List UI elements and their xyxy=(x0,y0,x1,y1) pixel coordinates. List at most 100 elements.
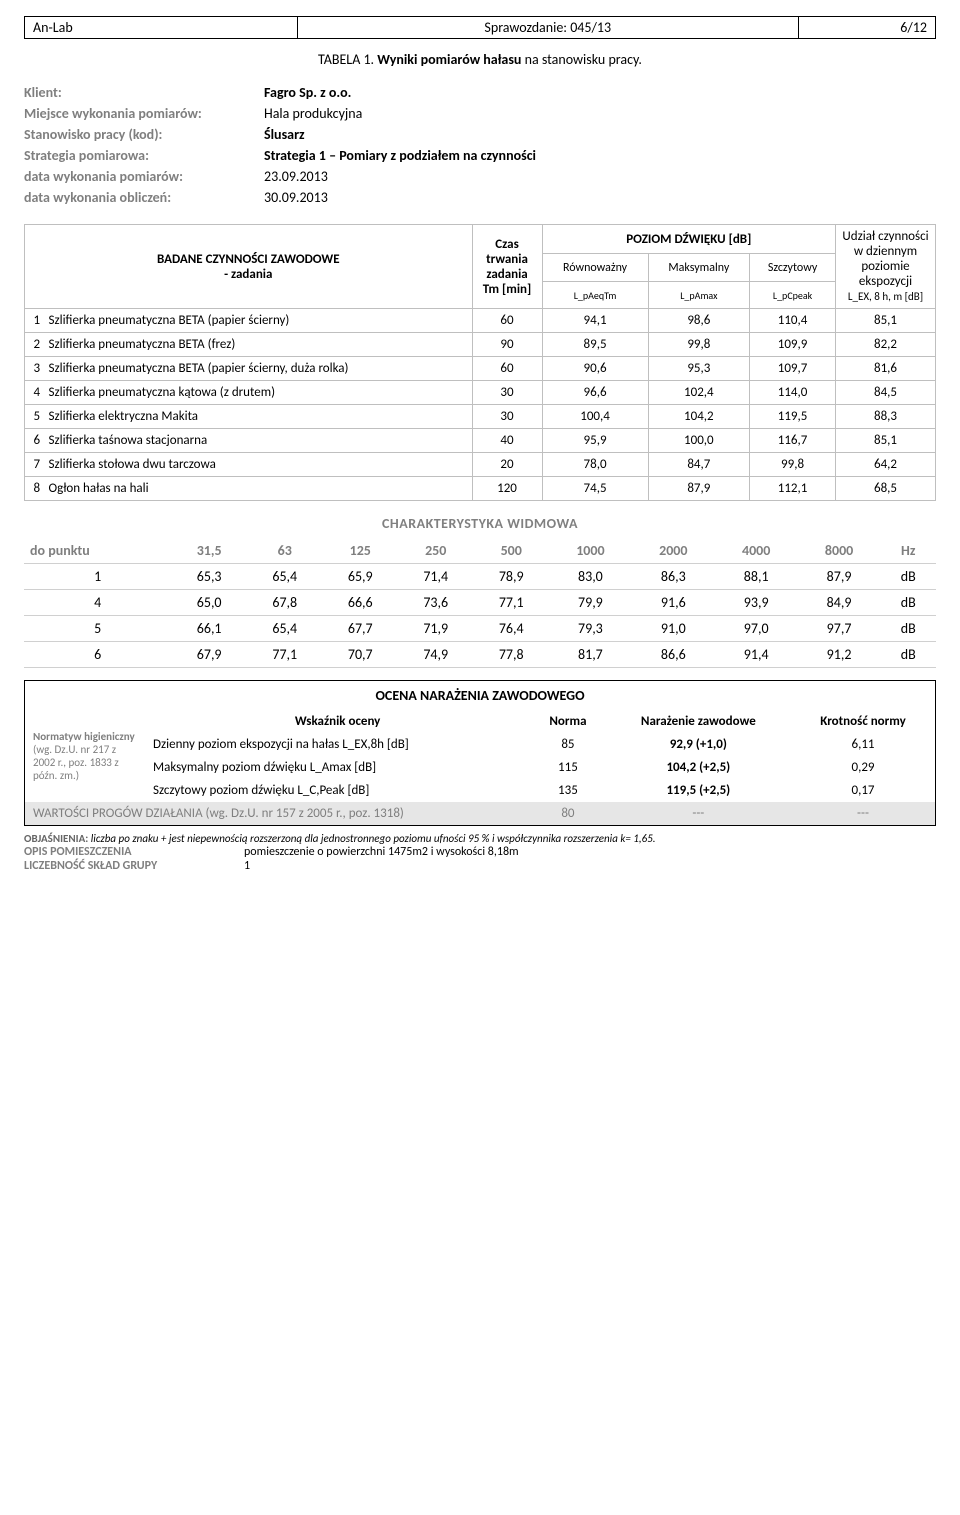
spectrum-val: 76,4 xyxy=(473,616,548,642)
obj-text: liczba po znaku + jest niepewnością rozs… xyxy=(88,832,655,845)
row-pk: 109,9 xyxy=(750,333,836,357)
row-task: Szlifierka pneumatyczna kątowa (z drutem… xyxy=(42,381,472,405)
spectrum-val: 86,3 xyxy=(632,564,715,590)
row-eq: 95,9 xyxy=(542,429,648,453)
table-row: 6Szlifierka taśnowa stacjonarna4095,9100… xyxy=(25,429,936,453)
row-tm: 30 xyxy=(472,381,542,405)
row-pk: 119,5 xyxy=(750,405,836,429)
table-row: 8Ogłon hałas na hali12074,587,9112,168,5 xyxy=(25,477,936,501)
spectrum-val: 84,9 xyxy=(798,590,881,616)
doc-header: An-Lab Sprawozdanie: 045/13 6/12 xyxy=(24,16,936,39)
ind-1: Maksymalny poziom dźwięku L_Amax [dB] xyxy=(145,756,530,779)
spectrum-val: 88,1 xyxy=(715,564,798,590)
row-task: Szlifierka pneumatyczna BETA (papier ści… xyxy=(42,309,472,333)
row-mx: 99,8 xyxy=(648,333,750,357)
row-eq: 90,6 xyxy=(542,357,648,381)
row-idx: 5 xyxy=(25,405,43,429)
row-idx: 1 xyxy=(25,309,43,333)
spectrum-val: 65,3 xyxy=(171,564,247,590)
table-row: 7Szlifierka stołowa dwu tarczowa2078,084… xyxy=(25,453,936,477)
table-row: 1Szlifierka pneumatyczna BETA (papier śc… xyxy=(25,309,936,333)
row-idx: 7 xyxy=(25,453,43,477)
row-sh: 85,1 xyxy=(836,309,936,333)
sub-peak: Szczytowy xyxy=(750,254,836,282)
spectrum-val: 83,0 xyxy=(549,564,632,590)
report-id: Sprawozdanie: 045/13 xyxy=(298,17,799,38)
k-1: 0,29 xyxy=(791,756,935,779)
row-task: Ogłon hałas na hali xyxy=(42,477,472,501)
row-sh: 88,3 xyxy=(836,405,936,429)
row-pk: 109,7 xyxy=(750,357,836,381)
row-pk: 112,1 xyxy=(750,477,836,501)
row-idx: 8 xyxy=(25,477,43,501)
sub-eq: Równoważny xyxy=(542,254,648,282)
sub-max-l: L_pAmax xyxy=(648,282,750,309)
freq-hdr: 4000 xyxy=(715,538,798,564)
hdr-time: Czas trwania zadania Tm [min] xyxy=(472,225,542,309)
k-2: 0,17 xyxy=(791,779,935,802)
opis-value: pomieszczenie o powierzchni 1475m2 i wys… xyxy=(244,845,519,859)
sub-eq-l: L_pAeqTm xyxy=(542,282,648,309)
row-eq: 96,6 xyxy=(542,381,648,405)
row-task: Szlifierka pneumatyczna BETA (papier ści… xyxy=(42,357,472,381)
row-mx: 98,6 xyxy=(648,309,750,333)
widmo-title: CHARAKTERYSTYKA WIDMOWA xyxy=(24,515,936,532)
spectrum-val: 73,6 xyxy=(398,590,473,616)
freq-hdr: 2000 xyxy=(632,538,715,564)
hdr-share-txt: Udział czynności w dziennym poziomie eks… xyxy=(842,229,928,289)
ocena-table: Normatyw higieniczny (wg. Dz.U. nr 217 z… xyxy=(25,710,935,825)
row-pk: 99,8 xyxy=(750,453,836,477)
row-eq: 78,0 xyxy=(542,453,648,477)
row-pk: 114,0 xyxy=(750,381,836,405)
freq-hdr: Hz xyxy=(881,538,936,564)
row-mx: 95,3 xyxy=(648,357,750,381)
row-eq: 74,5 xyxy=(542,477,648,501)
row-tm: 30 xyxy=(472,405,542,429)
row-mx: 104,2 xyxy=(648,405,750,429)
klient-value: Fagro Sp. z o.o. xyxy=(264,84,351,101)
row-idx: 4 xyxy=(25,381,43,405)
ocena-box: OCENA NARAŻENIA ZAWODOWEGO Normatyw higi… xyxy=(24,680,936,826)
row-mx: 84,7 xyxy=(648,453,750,477)
prog-k: --- xyxy=(791,802,935,825)
spectrum-val: 77,1 xyxy=(247,642,322,668)
row-eq: 100,4 xyxy=(542,405,648,429)
spectrum-val: 67,8 xyxy=(247,590,322,616)
spectrum-val: 79,3 xyxy=(549,616,632,642)
table-row: 2Szlifierka pneumatyczna BETA (frez)9089… xyxy=(25,333,936,357)
row-idx: 3 xyxy=(25,357,43,381)
spectrum-val: 97,7 xyxy=(798,616,881,642)
freq-hdr: 250 xyxy=(398,538,473,564)
row-task: Szlifierka elektryczna Makita xyxy=(42,405,472,429)
hdr-naraz: Narażenie zawodowe xyxy=(606,710,791,733)
row-eq: 89,5 xyxy=(542,333,648,357)
spectrum-val: 71,4 xyxy=(398,564,473,590)
row-tm: 40 xyxy=(472,429,542,453)
spectrum-val: dB xyxy=(881,616,936,642)
row-task: Szlifierka stołowa dwu tarczowa xyxy=(42,453,472,477)
hdr-share: Udział czynności w dziennym poziomie eks… xyxy=(836,225,936,309)
row-sh: 82,2 xyxy=(836,333,936,357)
spectrum-val: 66,6 xyxy=(323,590,398,616)
spectrum-val: 67,9 xyxy=(171,642,247,668)
klient-label: Klient: xyxy=(24,84,62,101)
spectrum-val: 93,9 xyxy=(715,590,798,616)
footnotes: OBJAŚNIENIA: liczba po znaku + jest niep… xyxy=(24,832,936,873)
spectrum-val: 77,8 xyxy=(473,642,548,668)
title-bold: Wyniki pomiarów hałasu xyxy=(377,51,521,68)
prog-n: 80 xyxy=(530,802,605,825)
row-mx: 102,4 xyxy=(648,381,750,405)
row-task: Szlifierka taśnowa stacjonarna xyxy=(42,429,472,453)
norm-label: Normatyw higieniczny xyxy=(33,730,135,743)
licz-label: LICZEBNOŚĆ SKŁAD GRUPY xyxy=(24,859,244,873)
spectrum-val: 78,9 xyxy=(473,564,548,590)
row-mx: 100,0 xyxy=(648,429,750,453)
hdr-tasks: BADANE CZYNNOŚCI ZAWODOWE - zadania xyxy=(25,225,473,309)
freq-hdr: 63 xyxy=(247,538,322,564)
n-1: 115 xyxy=(530,756,605,779)
row-tm: 60 xyxy=(472,309,542,333)
row-idx: 6 xyxy=(25,429,43,453)
row-idx: 2 xyxy=(25,333,43,357)
widmo-hdr-label: do punktu xyxy=(24,538,171,564)
strategia-value: Strategia 1 – Pomiary z podziałem na czy… xyxy=(264,147,536,164)
